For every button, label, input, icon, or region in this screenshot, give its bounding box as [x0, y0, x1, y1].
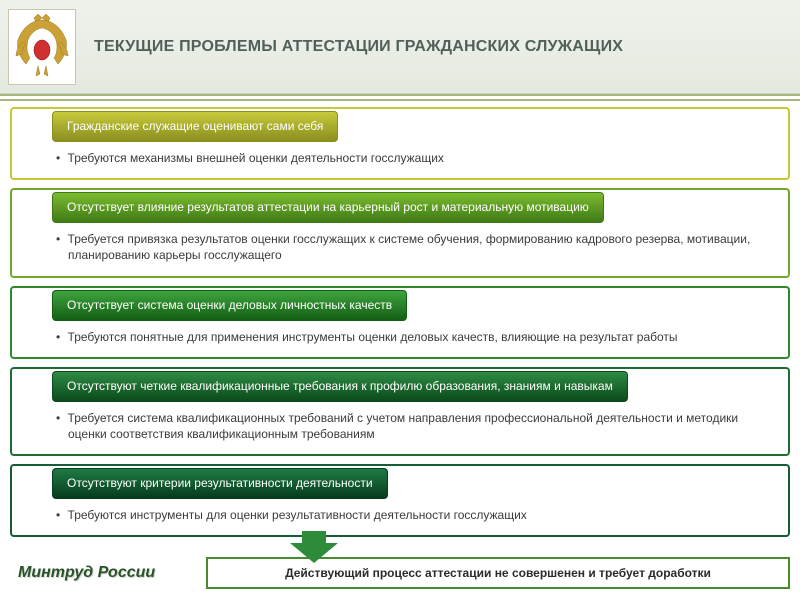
- problem-body: Требуется система квалификационных требо…: [14, 402, 786, 452]
- problem-block: Отсутствует система оценки деловых лично…: [10, 286, 790, 359]
- problem-body-text: Требуются инструменты для оценки результ…: [68, 507, 768, 523]
- problem-heading: Отсутствует система оценки деловых лично…: [52, 290, 407, 321]
- down-arrow-icon: [290, 543, 338, 563]
- page-title: ТЕКУЩИЕ ПРОБЛЕМЫ АТТЕСТАЦИИ ГРАЖДАНСКИХ …: [94, 38, 623, 56]
- problem-body: Требуются понятные для применения инстру…: [14, 321, 786, 355]
- divider: [0, 94, 800, 101]
- problem-block: Отсутствуют четкие квалификационные треб…: [10, 367, 790, 456]
- blocks-container: Гражданские служащие оценивают сами себя…: [0, 101, 800, 537]
- problem-body-text: Требуется привязка результатов оценки го…: [68, 231, 768, 263]
- eagle-emblem-icon: [12, 14, 72, 80]
- ministry-label: Минтруд России: [18, 564, 188, 582]
- problem-heading: Отсутствуют критерии результативности де…: [52, 468, 388, 499]
- footer: Минтруд России Действующий процесс аттес…: [0, 545, 800, 589]
- problem-body-text: Требуются механизмы внешней оценки деяте…: [68, 150, 768, 166]
- problem-heading: Отсутствуют четкие квалификационные треб…: [52, 371, 628, 402]
- problem-body-text: Требуется система квалификационных требо…: [68, 410, 768, 442]
- problem-body: Требуется привязка результатов оценки го…: [14, 223, 786, 273]
- problem-block: Гражданские служащие оценивают сами себя…: [10, 107, 790, 180]
- header: ТЕКУЩИЕ ПРОБЛЕМЫ АТТЕСТАЦИИ ГРАЖДАНСКИХ …: [0, 0, 800, 94]
- emblem-box: [8, 9, 76, 85]
- problem-body: Требуются инструменты для оценки результ…: [14, 499, 786, 533]
- problem-block: Отсутствует влияние результатов аттестац…: [10, 188, 790, 277]
- problem-heading: Отсутствует влияние результатов аттестац…: [52, 192, 604, 223]
- problem-body-text: Требуются понятные для применения инстру…: [68, 329, 768, 345]
- problem-block: Отсутствуют критерии результативности де…: [10, 464, 790, 537]
- problem-heading: Гражданские служащие оценивают сами себя: [52, 111, 338, 142]
- problem-body: Требуются механизмы внешней оценки деяте…: [14, 142, 786, 176]
